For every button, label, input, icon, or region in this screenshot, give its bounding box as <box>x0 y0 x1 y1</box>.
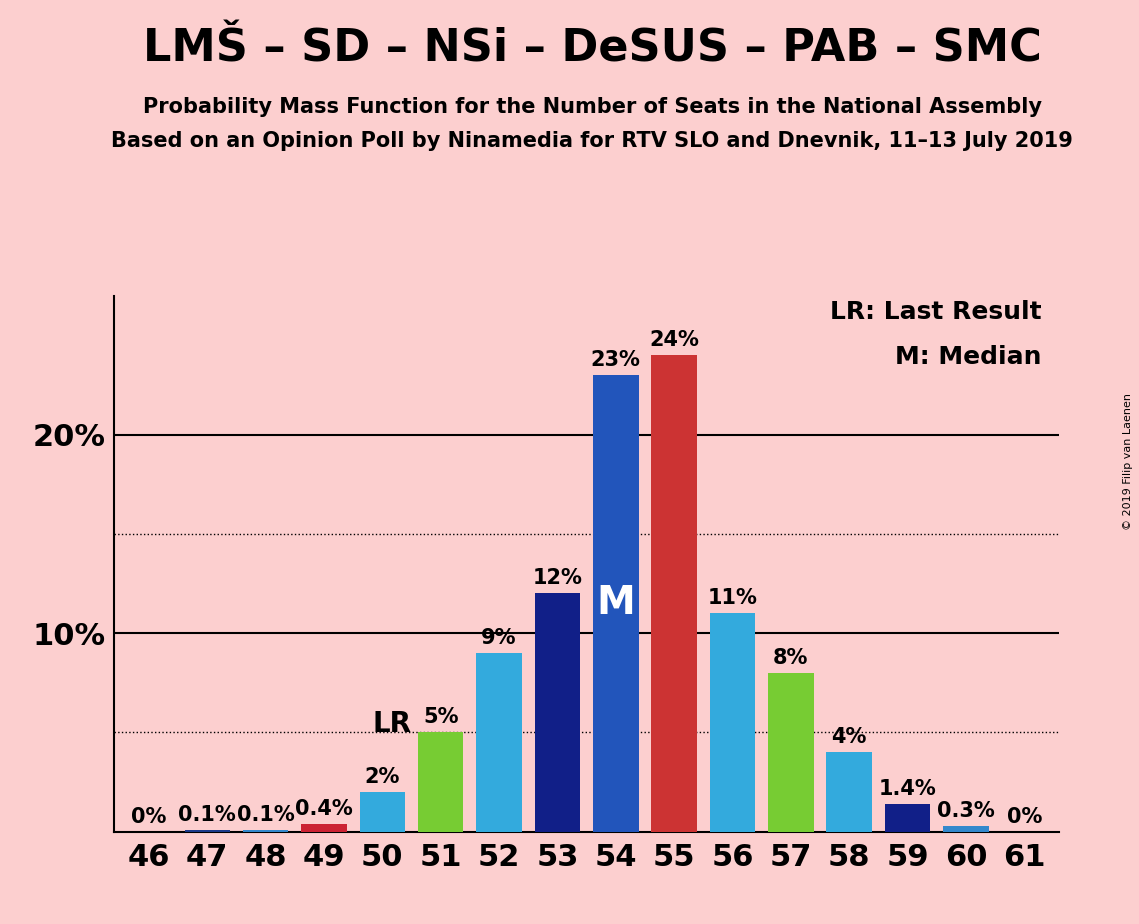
Text: © 2019 Filip van Laenen: © 2019 Filip van Laenen <box>1123 394 1133 530</box>
Text: 24%: 24% <box>649 330 699 350</box>
Bar <box>360 792 405 832</box>
Text: 0.3%: 0.3% <box>937 801 994 821</box>
Bar <box>943 826 989 832</box>
Text: 0.1%: 0.1% <box>179 805 236 824</box>
Text: 5%: 5% <box>423 708 458 727</box>
Text: LMŠ – SD – NSi – DeSUS – PAB – SMC: LMŠ – SD – NSi – DeSUS – PAB – SMC <box>142 28 1042 71</box>
Text: M: Median: M: Median <box>895 346 1042 370</box>
Text: Based on an Opinion Poll by Ninamedia for RTV SLO and Dnevnik, 11–13 July 2019: Based on an Opinion Poll by Ninamedia fo… <box>112 131 1073 152</box>
Text: 0%: 0% <box>131 807 166 827</box>
Text: 4%: 4% <box>831 727 867 748</box>
Text: 12%: 12% <box>532 568 582 589</box>
Text: M: M <box>597 584 636 623</box>
Text: 8%: 8% <box>773 648 809 668</box>
Text: 0.4%: 0.4% <box>295 798 353 819</box>
Text: LR: Last Result: LR: Last Result <box>830 299 1042 323</box>
Bar <box>885 804 931 832</box>
Bar <box>593 375 639 832</box>
Text: LR: LR <box>372 711 411 738</box>
Text: 9%: 9% <box>482 628 517 648</box>
Bar <box>652 355 697 832</box>
Text: 1.4%: 1.4% <box>878 779 936 799</box>
Bar <box>476 653 522 832</box>
Text: 0.1%: 0.1% <box>237 805 295 824</box>
Bar <box>243 830 288 832</box>
Bar <box>534 593 580 832</box>
Bar <box>185 830 230 832</box>
Text: 2%: 2% <box>364 767 400 787</box>
Text: 0%: 0% <box>1007 807 1042 827</box>
Bar <box>301 823 346 832</box>
Bar <box>768 673 813 832</box>
Bar <box>710 614 755 832</box>
Bar <box>827 752 872 832</box>
Text: Probability Mass Function for the Number of Seats in the National Assembly: Probability Mass Function for the Number… <box>142 97 1042 117</box>
Bar <box>418 733 464 832</box>
Text: 23%: 23% <box>591 350 641 371</box>
Text: 11%: 11% <box>707 589 757 608</box>
